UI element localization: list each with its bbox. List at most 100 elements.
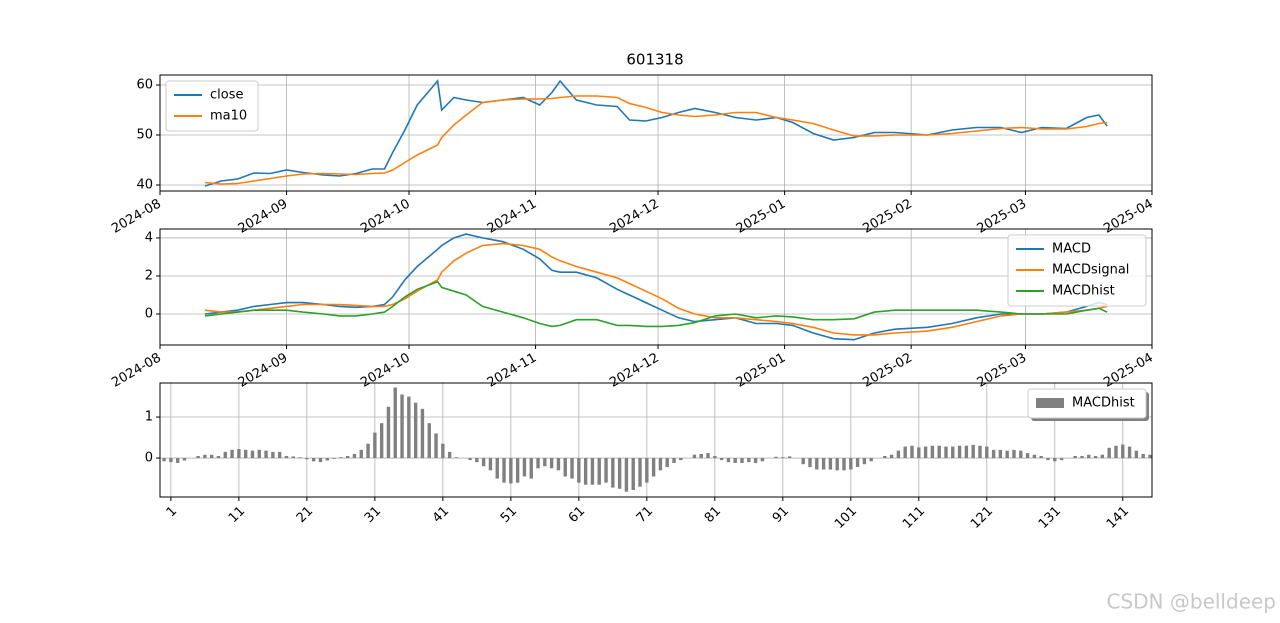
x-tick-label: 2024-08 xyxy=(109,197,164,237)
legend-label: MACDsignal xyxy=(1052,263,1129,278)
bar xyxy=(624,458,629,492)
bar xyxy=(515,458,520,483)
y-tick-label: 4 xyxy=(145,230,153,245)
bar xyxy=(549,458,554,469)
x-tick-label: 2025-02 xyxy=(860,197,915,237)
bar xyxy=(216,455,221,459)
bar xyxy=(815,458,819,470)
bar xyxy=(175,458,180,463)
x-tick-label: 91 xyxy=(770,504,792,526)
bar xyxy=(1107,447,1111,459)
bar xyxy=(679,458,683,461)
bar xyxy=(937,445,941,459)
bar xyxy=(978,445,982,459)
bar xyxy=(502,458,506,483)
bar xyxy=(1134,450,1139,459)
x-tick-label: 141 xyxy=(1104,504,1132,532)
legend-box xyxy=(1027,388,1147,419)
bar xyxy=(658,458,663,471)
bar xyxy=(842,458,846,471)
bar xyxy=(481,458,486,467)
bar xyxy=(237,449,241,459)
bar xyxy=(203,454,207,459)
legend-label: MACD xyxy=(1052,242,1091,257)
x-tick-label: 21 xyxy=(294,504,316,526)
bar xyxy=(488,458,493,471)
line xyxy=(204,233,1108,341)
bar xyxy=(713,455,717,459)
legend-box xyxy=(165,80,259,132)
legend-label: MACDhist xyxy=(1052,284,1115,299)
watermark: CSDN @belldeep xyxy=(1107,590,1277,614)
bar xyxy=(413,402,418,459)
bar xyxy=(1039,455,1043,459)
bar xyxy=(726,458,731,463)
bar xyxy=(1053,458,1057,462)
bar xyxy=(808,458,812,468)
bar xyxy=(903,446,907,459)
bar xyxy=(339,457,343,459)
bar xyxy=(543,458,547,467)
x-tick-label: 51 xyxy=(498,504,520,526)
x-tick-label: 2025-03 xyxy=(975,197,1030,237)
bar xyxy=(951,446,955,459)
x-tick-label: 41 xyxy=(430,504,452,526)
bar xyxy=(318,458,323,463)
bar xyxy=(570,458,574,479)
legend-label: MACDhist xyxy=(1072,396,1135,411)
bar xyxy=(529,458,533,479)
x-tick-label: 2024-11 xyxy=(485,197,540,237)
line xyxy=(204,280,1108,328)
x-tick-label: 2024-10 xyxy=(358,197,413,237)
bar xyxy=(277,451,282,459)
bar xyxy=(1114,445,1118,459)
x-tick-label: 2025-01 xyxy=(734,351,789,391)
x-tick-label: 2025-03 xyxy=(975,351,1030,391)
bar xyxy=(223,451,227,459)
bar xyxy=(821,458,826,470)
bar xyxy=(1005,450,1009,459)
bar xyxy=(284,455,289,459)
bar xyxy=(169,458,173,463)
bar xyxy=(441,443,445,459)
bar xyxy=(923,446,928,459)
bar xyxy=(162,458,166,462)
x-tick-label: 2025-02 xyxy=(860,351,915,391)
x-tick-label: 71 xyxy=(634,504,656,526)
bar xyxy=(760,458,765,462)
bar xyxy=(706,453,710,459)
x-tick-label: 2024-09 xyxy=(236,197,291,237)
bar xyxy=(957,445,962,459)
bar xyxy=(325,458,329,461)
bar xyxy=(604,458,608,483)
bar xyxy=(998,449,1003,459)
bar xyxy=(1100,454,1105,459)
x-tick-label: 2024-09 xyxy=(236,351,291,391)
bar xyxy=(1080,455,1084,459)
bar xyxy=(774,456,778,459)
bar xyxy=(597,458,601,485)
bar xyxy=(753,458,758,463)
bar xyxy=(230,449,234,459)
bar xyxy=(1127,446,1132,459)
bar xyxy=(910,445,914,459)
bar xyxy=(182,458,187,461)
bar xyxy=(883,455,887,459)
bar xyxy=(1019,450,1023,459)
x-tick-label: 101 xyxy=(832,504,860,532)
y-tick-label: 0 xyxy=(145,451,153,466)
bar xyxy=(379,423,384,459)
legend-box xyxy=(1007,234,1147,307)
bar xyxy=(291,456,295,459)
bar xyxy=(1093,455,1098,459)
x-tick-label: 61 xyxy=(566,504,588,526)
bar xyxy=(1046,458,1050,461)
x-tick-label: 2024-11 xyxy=(485,351,540,391)
bar xyxy=(645,458,649,483)
bar xyxy=(495,458,499,479)
bar xyxy=(787,456,792,459)
bar xyxy=(835,458,839,471)
y-tick-label: 50 xyxy=(136,128,153,143)
bar xyxy=(352,453,357,459)
